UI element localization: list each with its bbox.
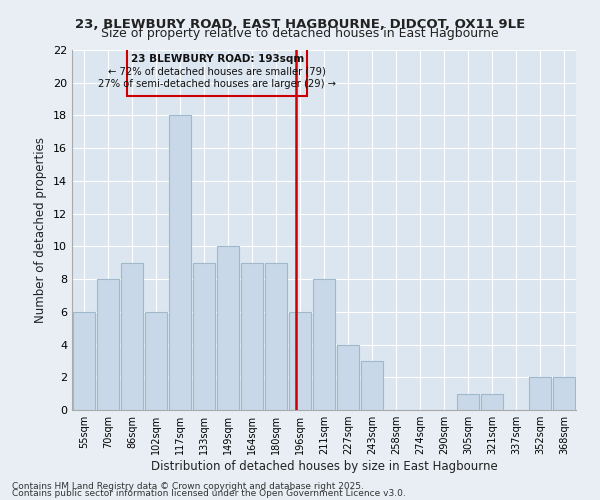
Bar xyxy=(127,46,307,96)
Bar xyxy=(529,378,551,410)
Bar xyxy=(289,312,311,410)
Text: ← 72% of detached houses are smaller (79): ← 72% of detached houses are smaller (79… xyxy=(108,66,326,76)
Bar xyxy=(457,394,479,410)
Bar xyxy=(481,394,503,410)
Bar xyxy=(265,262,287,410)
Y-axis label: Number of detached properties: Number of detached properties xyxy=(34,137,47,323)
Bar xyxy=(337,344,359,410)
X-axis label: Distribution of detached houses by size in East Hagbourne: Distribution of detached houses by size … xyxy=(151,460,497,473)
Bar xyxy=(169,116,191,410)
Text: 23 BLEWBURY ROAD: 193sqm: 23 BLEWBURY ROAD: 193sqm xyxy=(131,54,304,64)
Text: 27% of semi-detached houses are larger (29) →: 27% of semi-detached houses are larger (… xyxy=(98,80,336,90)
Bar xyxy=(97,279,119,410)
Bar xyxy=(121,262,143,410)
Bar xyxy=(217,246,239,410)
Text: Contains public sector information licensed under the Open Government Licence v3: Contains public sector information licen… xyxy=(12,488,406,498)
Bar xyxy=(73,312,95,410)
Text: Size of property relative to detached houses in East Hagbourne: Size of property relative to detached ho… xyxy=(101,28,499,40)
Bar xyxy=(361,361,383,410)
Bar xyxy=(553,378,575,410)
Bar xyxy=(145,312,167,410)
Bar xyxy=(313,279,335,410)
Bar xyxy=(193,262,215,410)
Text: 23, BLEWBURY ROAD, EAST HAGBOURNE, DIDCOT, OX11 9LE: 23, BLEWBURY ROAD, EAST HAGBOURNE, DIDCO… xyxy=(75,18,525,30)
Bar xyxy=(241,262,263,410)
Text: Contains HM Land Registry data © Crown copyright and database right 2025.: Contains HM Land Registry data © Crown c… xyxy=(12,482,364,491)
